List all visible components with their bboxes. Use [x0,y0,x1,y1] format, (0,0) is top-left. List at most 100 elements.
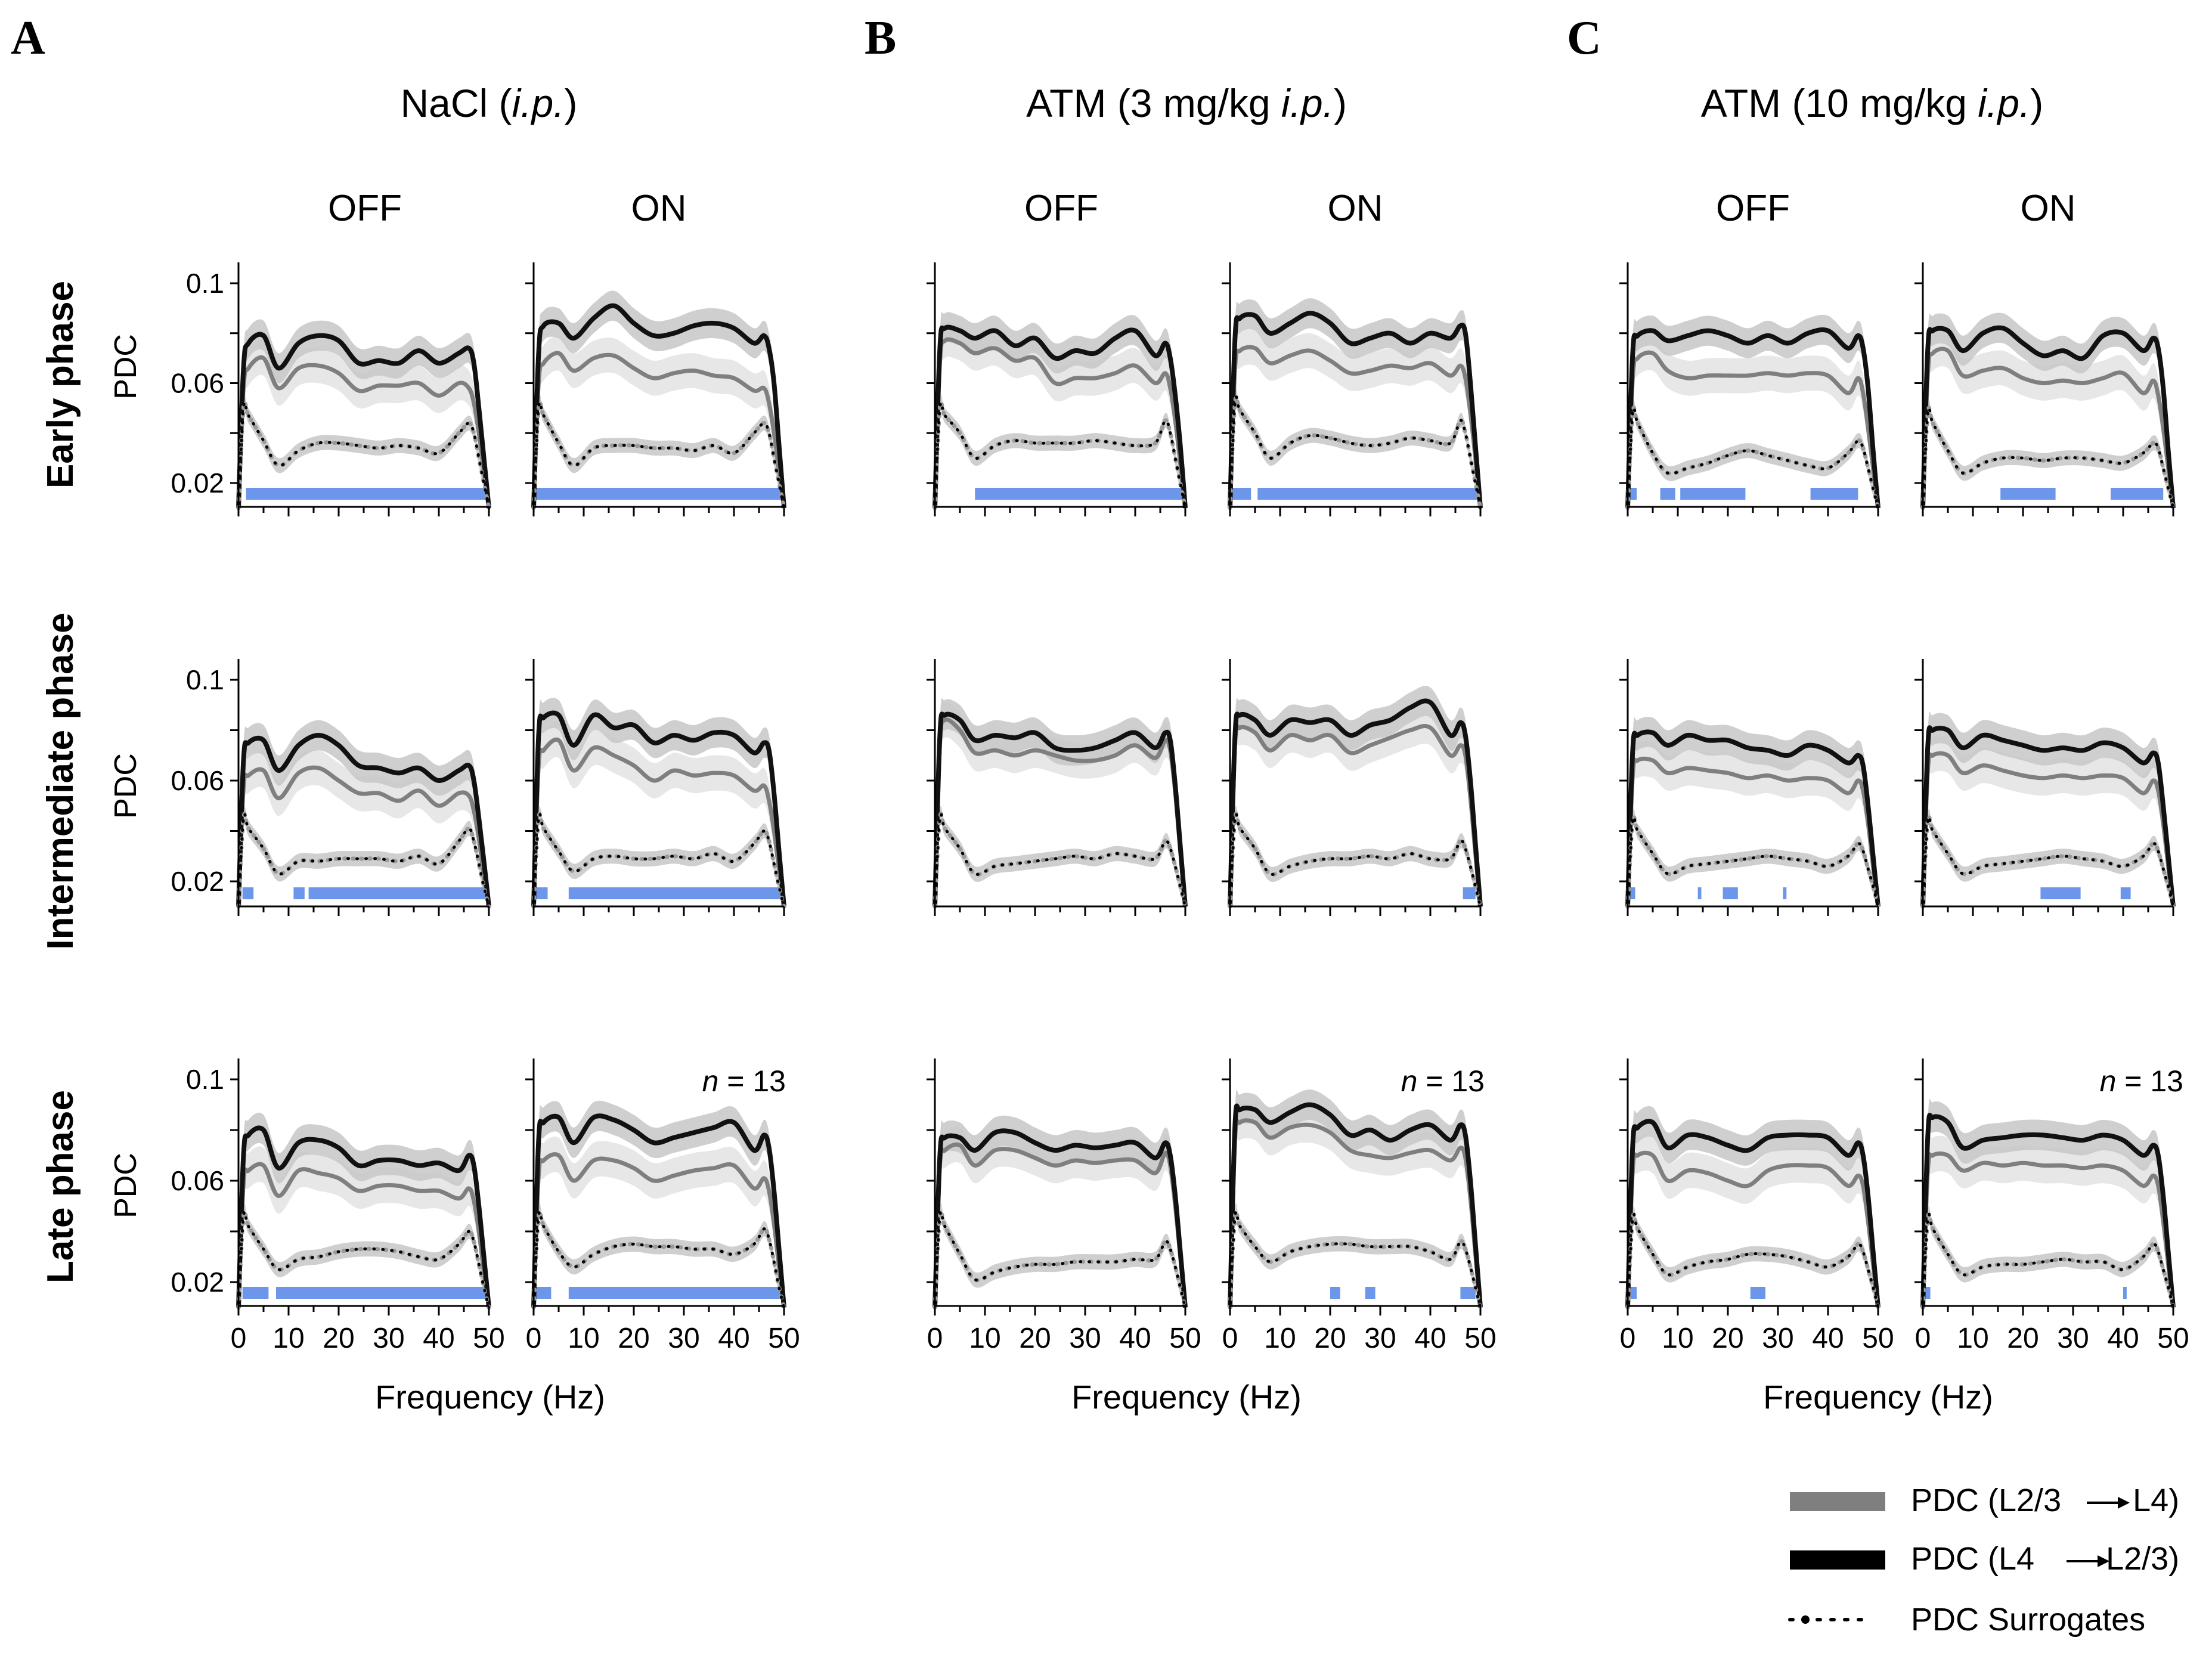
line-l23-to-l4-a-off-late [236,1162,491,1308]
significance-bar-c-off-early-0 [1630,488,1637,500]
x-tick-label-a-off-late-5: 50 [473,1323,504,1354]
significance-bar-b-off-early-0 [975,488,1185,500]
band-l23-to-l4-a-on-intermediate [534,722,784,907]
phase-label-late: Late phase [40,1090,81,1283]
panel-letter-c: C [1567,12,1601,64]
significance-bar-a-off-late-1 [276,1287,487,1299]
x-tick-label-b-on-late-0: 0 [1222,1323,1238,1354]
x-tick-label-c-off-late-5: 50 [1862,1323,1894,1354]
significance-bar-a-on-late-1 [568,1287,784,1299]
n-label-b: n = 13 [1401,1064,1485,1098]
phase-label-early: Early phase [40,281,81,488]
n-label-a: n = 13 [702,1064,786,1098]
y-tick-label-a-off-late-1: 0.06 [171,1165,224,1196]
band-l4-to-l23-a-off-late [238,1112,489,1308]
band-l4-to-l23-c-off-early [1628,314,1878,508]
x-tick-label-a-on-late-4: 40 [718,1323,749,1354]
x-tick-label-b-off-late-4: 40 [1119,1323,1151,1354]
y-tick-label-a-off-intermediate-2: 0.1 [186,664,224,695]
line-l4-to-l23-c-on-early [1920,325,2176,509]
subplot-b-on-intermediate [1222,659,1483,916]
significance-bar-b-on-intermediate-0 [1463,887,1476,899]
band-l4-to-l23-b-off-late [935,1115,1185,1308]
line-l23-to-l4-b-off-early [932,337,1188,509]
significance-bar-a-off-late-0 [242,1287,269,1299]
panel-title-c: ATM (10 mg/kg i.p.) [1701,81,2044,125]
subplot-a-on-late: 0 10 20 30 40 50 [525,1058,800,1354]
line-l4-to-l23-b-off-intermediate [932,711,1188,907]
band-l23-to-l4-b-on-late [1230,1102,1480,1308]
band-surrogate-a-on-late [534,1203,784,1308]
line-l23-to-l4-c-on-late [1920,1151,2176,1308]
x-tick-label-c-off-late-1: 10 [1662,1323,1693,1354]
x-tick-label-a-on-late-3: 30 [668,1323,699,1354]
band-surrogate-a-off-late [238,1203,489,1308]
band-surrogate-a-off-intermediate [238,806,489,907]
line-surrogate-gray-b-on-early [1228,394,1483,510]
line-surrogate-dots-c-on-late [1921,1212,2175,1309]
band-l4-to-l23-a-off-intermediate [238,720,489,907]
x-tick-label-c-on-late-5: 50 [2157,1323,2189,1354]
band-l23-to-l4-a-on-late [534,1136,784,1308]
line-surrogate-gray-a-on-late [531,1209,786,1310]
line-l4-to-l23-b-off-early [932,324,1188,509]
significance-bar-c-on-early-0 [2000,488,2056,500]
subplot-c-off-early [1619,262,1880,516]
legend-arrow-head-2 [2098,1555,2109,1567]
band-surrogate-a-on-early [534,394,784,508]
band-l23-to-l4-a-on-early [534,335,784,508]
significance-bar-c-off-early-1 [1660,488,1675,500]
subplot-a-off-late: 0.02 0.06 0.1 0 10 20 30 40 50 [171,1058,505,1354]
line-surrogate-gray-a-off-intermediate [236,812,491,909]
line-l23-to-l4-a-off-intermediate [236,765,491,907]
significance-bar-a-on-intermediate-1 [568,887,784,899]
significance-bar-a-off-intermediate-2 [308,887,489,899]
x-tick-label-b-on-late-1: 10 [1264,1323,1296,1354]
line-l23-to-l4-c-off-early [1625,350,1880,509]
xlabel-a: Frequency (Hz) [375,1378,605,1416]
significance-bar-c-on-intermediate-1 [2120,887,2131,899]
band-surrogate-a-off-early [238,394,489,508]
condition-header-c-off: OFF [1716,188,1790,229]
line-surrogate-dots-b-off-intermediate [933,812,1187,908]
line-surrogate-gray-a-off-late [236,1209,491,1310]
significance-bar-c-off-intermediate-0 [1629,887,1635,899]
band-l23-to-l4-c-off-late [1628,1135,1878,1308]
ylabel-late: PDC [109,1153,143,1218]
condition-header-b-off: OFF [1024,188,1098,229]
panel-letter-a: A [11,12,45,64]
subplot-b-on-late: 0 10 20 30 40 50 [1222,1058,1497,1354]
x-tick-label-a-off-late-2: 20 [323,1323,354,1354]
legend: PDC (L2/3 L4) PDC (L4 L2/3) PDC Surrogates [1788,1482,2179,1638]
line-l23-to-l4-a-on-early [531,351,786,509]
significance-bar-c-off-early-2 [1680,488,1746,500]
subplot-a-on-intermediate [525,659,786,916]
band-l4-to-l23-b-on-early [1230,298,1480,508]
line-surrogate-dots-a-off-late [237,1209,491,1309]
line-surrogate-dots-a-off-early [237,400,491,510]
x-tick-label-a-on-late-5: 50 [768,1323,800,1354]
line-surrogate-dots-b-on-intermediate [1228,812,1482,908]
subplot-b-off-late: 0 10 20 30 40 50 [927,1058,1201,1354]
significance-bar-b-on-early-1 [1257,488,1480,500]
line-l4-to-l23-c-off-intermediate [1625,729,1880,907]
band-surrogate-c-off-late [1628,1206,1878,1308]
x-tick-label-b-on-late-5: 50 [1464,1323,1496,1354]
x-tick-label-a-off-late-3: 30 [373,1323,404,1354]
band-surrogate-b-on-late [1230,1203,1480,1308]
band-l23-to-l4-a-off-early [238,340,489,508]
x-tick-label-b-on-late-2: 20 [1314,1323,1346,1354]
subplot-b-off-intermediate [927,659,1188,916]
subplot-c-on-late: 0 10 20 30 40 50 [1914,1058,2189,1354]
x-tick-label-a-on-late-0: 0 [526,1323,542,1354]
significance-bar-b-on-late-1 [1365,1287,1375,1299]
band-l4-to-l23-c-on-late [1923,1098,2173,1308]
subplot-a-on-early [525,262,786,516]
subplot-b-on-early [1222,262,1483,516]
line-l4-to-l23-b-on-intermediate [1228,698,1483,907]
line-l23-to-l4-c-on-early [1920,346,2176,509]
legend-label-surrogates: PDC Surrogates [1911,1602,2145,1638]
band-l4-to-l23-b-on-intermediate [1230,686,1480,907]
